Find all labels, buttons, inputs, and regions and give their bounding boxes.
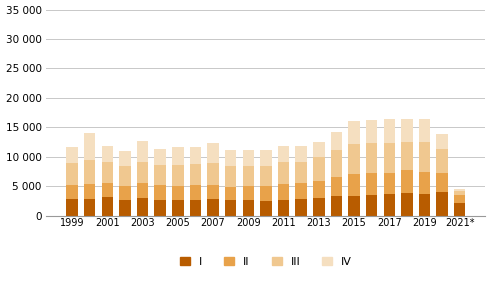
Bar	[401, 170, 412, 193]
Bar	[102, 146, 113, 162]
Bar	[454, 195, 465, 203]
Bar	[84, 199, 95, 216]
Bar	[155, 200, 166, 216]
Bar	[436, 192, 448, 216]
Bar	[436, 149, 448, 173]
Bar	[278, 200, 289, 216]
Bar	[243, 201, 254, 216]
Bar	[84, 160, 95, 185]
Bar	[137, 183, 148, 198]
Bar	[278, 146, 289, 162]
Bar	[172, 200, 184, 216]
Bar	[313, 157, 325, 181]
Bar	[383, 143, 395, 173]
Bar	[66, 147, 78, 163]
Bar	[243, 150, 254, 166]
Bar	[366, 120, 378, 143]
Bar	[102, 198, 113, 216]
Bar	[330, 196, 342, 216]
Bar	[102, 183, 113, 198]
Bar	[155, 165, 166, 185]
Bar	[296, 199, 307, 216]
Bar	[190, 200, 201, 216]
Bar	[84, 133, 95, 160]
Bar	[278, 184, 289, 200]
Bar	[137, 162, 148, 183]
Bar	[172, 147, 184, 165]
Bar	[419, 194, 430, 216]
Bar	[348, 144, 360, 174]
Bar	[348, 174, 360, 196]
Bar	[401, 193, 412, 216]
Bar	[401, 119, 412, 142]
Bar	[66, 199, 78, 216]
Bar	[225, 201, 236, 216]
Bar	[119, 186, 131, 200]
Bar	[278, 162, 289, 184]
Bar	[330, 132, 342, 150]
Bar	[313, 198, 325, 216]
Bar	[172, 186, 184, 200]
Bar	[296, 162, 307, 183]
Bar	[366, 173, 378, 195]
Bar	[84, 185, 95, 199]
Bar	[260, 165, 272, 186]
Bar	[419, 118, 430, 142]
Bar	[383, 118, 395, 143]
Bar	[348, 121, 360, 144]
Bar	[207, 185, 219, 199]
Bar	[436, 173, 448, 192]
Bar	[454, 189, 465, 191]
Bar	[366, 195, 378, 216]
Bar	[119, 151, 131, 165]
Bar	[383, 173, 395, 194]
Bar	[296, 146, 307, 162]
Bar	[66, 185, 78, 199]
Bar	[296, 183, 307, 199]
Bar	[155, 185, 166, 200]
Bar	[66, 163, 78, 185]
Bar	[454, 191, 465, 195]
Bar	[207, 199, 219, 216]
Bar	[330, 150, 342, 177]
Bar	[137, 198, 148, 216]
Bar	[225, 166, 236, 187]
Bar	[119, 200, 131, 216]
Bar	[436, 134, 448, 149]
Bar	[225, 187, 236, 201]
Bar	[366, 143, 378, 173]
Bar	[401, 142, 412, 170]
Bar	[172, 165, 184, 186]
Bar	[454, 203, 465, 216]
Bar	[419, 172, 430, 194]
Bar	[243, 186, 254, 201]
Bar	[190, 147, 201, 165]
Bar	[190, 185, 201, 200]
Bar	[383, 194, 395, 216]
Bar	[225, 150, 236, 166]
Bar	[348, 196, 360, 216]
Bar	[137, 141, 148, 162]
Bar	[330, 177, 342, 196]
Bar	[207, 143, 219, 163]
Bar	[313, 142, 325, 157]
Bar	[207, 163, 219, 185]
Bar	[260, 186, 272, 201]
Bar	[313, 181, 325, 198]
Bar	[260, 201, 272, 216]
Bar	[419, 142, 430, 172]
Bar	[260, 150, 272, 165]
Bar	[102, 162, 113, 183]
Bar	[243, 166, 254, 186]
Legend: I, II, III, IV: I, II, III, IV	[175, 252, 356, 271]
Bar	[155, 149, 166, 165]
Bar	[119, 165, 131, 186]
Bar	[190, 165, 201, 185]
